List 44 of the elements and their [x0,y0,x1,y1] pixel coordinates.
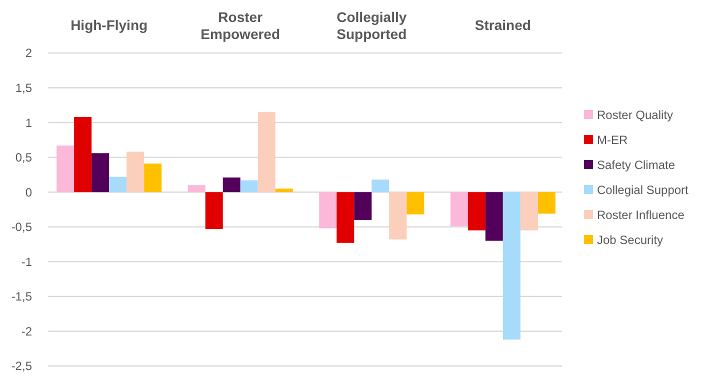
bar [109,176,127,192]
bar [56,146,74,192]
bar [319,192,337,228]
bar [188,185,206,192]
bar [406,192,424,214]
y-tick-label: -2,5 [11,359,32,374]
bar [205,192,223,229]
bar [275,188,293,192]
x-tick-label: Roster Empowered [200,9,280,42]
bar [485,192,503,241]
legend-label: Collegial Support [597,183,690,198]
x-tick-label: High-Flying [70,17,148,33]
bar [468,192,486,230]
y-tick-label: -2 [21,324,32,338]
x-tick-label: Strained [474,17,531,33]
bar [502,192,520,340]
y-tick-label: -0,5 [11,220,32,234]
y-tick-label: 0,5 [15,150,32,165]
y-tick-label: 1 [25,116,32,130]
bar [520,192,538,230]
bar [126,152,144,192]
y-tick-label: -1 [21,254,32,269]
bar [74,116,92,192]
bar [92,153,110,192]
bar [258,112,276,192]
bar [240,180,258,192]
bar [336,192,354,243]
bar [389,192,407,240]
bar [354,192,372,220]
y-tick-label: -1,5 [11,290,32,304]
bar [538,192,556,214]
bar [372,180,390,192]
legend-label: Roster Influence [597,208,685,222]
y-tick-label: 0 [25,185,32,200]
bar [144,164,162,192]
bar [222,178,240,192]
legend-label: Job Security [597,233,664,248]
y-tick-label: 1,5 [15,80,32,95]
legend-label: M-ER [597,133,628,148]
legend-label: Roster Quality [597,108,674,122]
x-tick-label: Collegially Supported [336,9,407,42]
legend-label: Safety Climate [597,158,676,172]
bar [450,192,468,226]
y-tick-label: 2 [25,46,32,60]
